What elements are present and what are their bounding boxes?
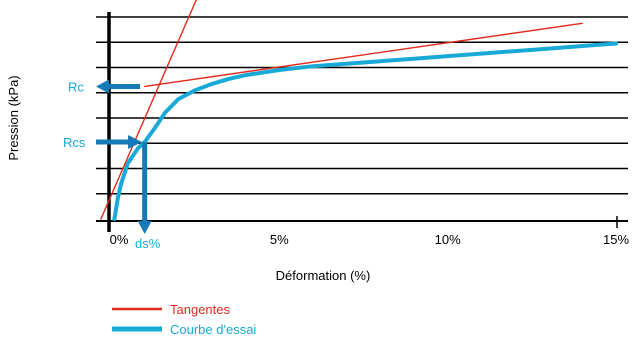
series-tangente-line-2 [143, 22, 583, 88]
grid-lines [96, 16, 628, 222]
legend-label-2: Courbe d'essai [170, 322, 256, 337]
rc-label: Rc [68, 79, 84, 94]
ds-label: ds% [135, 236, 161, 251]
axes [107, 12, 618, 232]
x-tick-label-5: 5% [270, 232, 289, 247]
x-axis-label: Déformation (%) [276, 268, 371, 283]
y-axis-label: Pression (kPa) [6, 75, 21, 160]
rcs-label: Rcs [63, 135, 86, 150]
x-tick-label-15: 15% [603, 232, 629, 247]
series-layer [100, 0, 618, 221]
legend-label-1: Tangentes [170, 302, 230, 317]
x-tick-label-10: 10% [435, 232, 461, 247]
annotation-layer: Rc Rcs ds% [63, 79, 161, 251]
x-tick-label-0: 0% [110, 232, 129, 247]
x-tick-labels: 0% 5% 10% 15% [110, 232, 630, 247]
ds-arrow-head [137, 221, 152, 234]
rc-arrow-head [96, 79, 109, 94]
series-tangente-line-1 [100, 0, 197, 220]
series-courbe-essai-line [112, 41, 618, 221]
rcs-arrow-head [128, 134, 142, 149]
legend: Tangentes Courbe d'essai [112, 302, 256, 337]
